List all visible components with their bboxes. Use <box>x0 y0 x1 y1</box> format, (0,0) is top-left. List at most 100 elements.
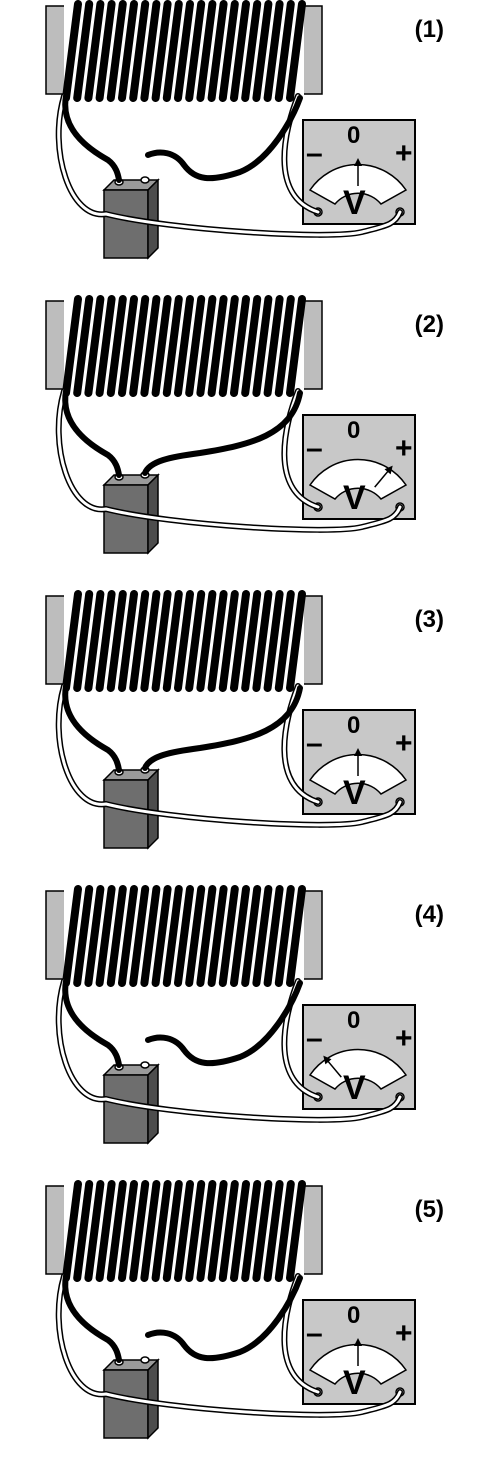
coil-turn <box>286 885 306 987</box>
circuit-drawing <box>45 0 416 260</box>
coil-turn <box>106 1180 127 1282</box>
battery-side <box>147 178 159 260</box>
coil-turn <box>274 590 295 692</box>
meter-minus-label: – <box>306 1022 323 1055</box>
coil-turn <box>174 0 194 102</box>
coil-windings <box>62 1180 306 1282</box>
circuit-panel: (3) 0– + V <box>0 590 492 880</box>
coil-turn <box>196 295 217 397</box>
battery-wire-left <box>62 388 122 478</box>
battery-terminal <box>140 1356 150 1364</box>
coil-turn <box>62 295 82 397</box>
coil-turn <box>95 885 116 987</box>
coil-turn <box>241 885 262 987</box>
meter-zero-label: 0 <box>347 417 361 444</box>
coil-turn <box>106 295 127 397</box>
meter-minus-label: – <box>306 137 323 170</box>
battery-wire-right <box>142 685 303 771</box>
coil-turn <box>218 1180 239 1282</box>
coil-turn <box>118 0 138 102</box>
coil-turn <box>129 295 150 397</box>
coil-turn <box>207 590 228 692</box>
coil-turn <box>263 0 284 102</box>
battery-wire-left <box>62 1273 122 1363</box>
coil-turn <box>185 1180 206 1282</box>
coil-turn <box>274 0 295 102</box>
coil-turn <box>230 885 250 987</box>
meter-wire-right <box>281 683 321 805</box>
coil-turn <box>230 1180 250 1282</box>
battery-side <box>147 1358 159 1440</box>
coil-turn <box>185 0 206 102</box>
coil-turn <box>84 885 105 987</box>
coil-turn <box>274 885 295 987</box>
meter-zero-label: 0 <box>347 122 361 149</box>
panel-label: (3) <box>414 606 444 633</box>
loose-wire <box>145 980 303 1067</box>
circuit-drawing <box>45 885 416 1145</box>
meter-unit-label: V <box>343 1069 366 1107</box>
circuit-drawing <box>45 295 416 555</box>
coil-turn <box>286 0 306 102</box>
coil-turn <box>106 590 127 692</box>
coil-turn <box>207 1180 228 1282</box>
coil-turn <box>62 590 82 692</box>
meter-minus-label: – <box>306 432 323 465</box>
voltmeter-needle <box>354 158 362 186</box>
meter-zero-label: 0 <box>347 1007 361 1034</box>
coil-turn <box>151 0 172 102</box>
coil-turn <box>62 885 82 987</box>
meter-zero-label: 0 <box>347 712 361 739</box>
coil-turn <box>140 885 161 987</box>
coil-turn <box>207 0 228 102</box>
voltmeter-dial <box>308 458 408 500</box>
coil-turn <box>263 1180 284 1282</box>
coil-turn <box>218 885 239 987</box>
coil-turn <box>73 295 94 397</box>
coil-turn <box>263 295 284 397</box>
coil-turn <box>241 1180 262 1282</box>
panel-label: (4) <box>414 901 444 928</box>
circuit-panel: (2) 0– + V <box>0 295 492 585</box>
coil-turn <box>84 295 105 397</box>
battery-wire-right <box>142 390 303 476</box>
coil-turn <box>151 590 172 692</box>
battery-body <box>103 1369 149 1439</box>
coil-turn <box>118 590 138 692</box>
coil-turn <box>286 1180 306 1282</box>
coil-turn <box>230 590 250 692</box>
coil-turn <box>185 295 206 397</box>
coil-turn <box>73 1180 94 1282</box>
meter-wire-left <box>55 978 403 1123</box>
coil-turn <box>84 590 105 692</box>
meter-plus-label: + <box>395 727 413 760</box>
coil-turn <box>140 1180 161 1282</box>
coil-turn <box>162 295 183 397</box>
coil-turn <box>140 0 161 102</box>
coil-turn <box>185 590 206 692</box>
coil-turn <box>129 1180 150 1282</box>
meter-wire-left <box>55 1273 403 1418</box>
coil-turn <box>84 0 105 102</box>
coil-turn <box>118 885 138 987</box>
coil-turn <box>196 0 217 102</box>
coil-turn <box>218 590 239 692</box>
battery-side <box>147 1063 159 1145</box>
coil-turn <box>274 1180 295 1282</box>
meter-wire-left <box>55 683 403 828</box>
coil-turn <box>185 885 206 987</box>
coil-turn <box>252 295 273 397</box>
meter-unit-label: V <box>343 1364 366 1402</box>
coil-turn <box>95 295 116 397</box>
coil-turn <box>73 0 94 102</box>
coil-turn <box>196 885 217 987</box>
panel-label: (1) <box>414 16 444 43</box>
coil-turn <box>106 885 127 987</box>
loose-wire <box>145 1275 303 1362</box>
coil-turn <box>241 590 262 692</box>
coil-turn <box>151 1180 172 1282</box>
coil-turn <box>162 1180 183 1282</box>
coil-turn <box>73 590 94 692</box>
coil-turn <box>174 590 194 692</box>
coil-turn <box>174 1180 194 1282</box>
